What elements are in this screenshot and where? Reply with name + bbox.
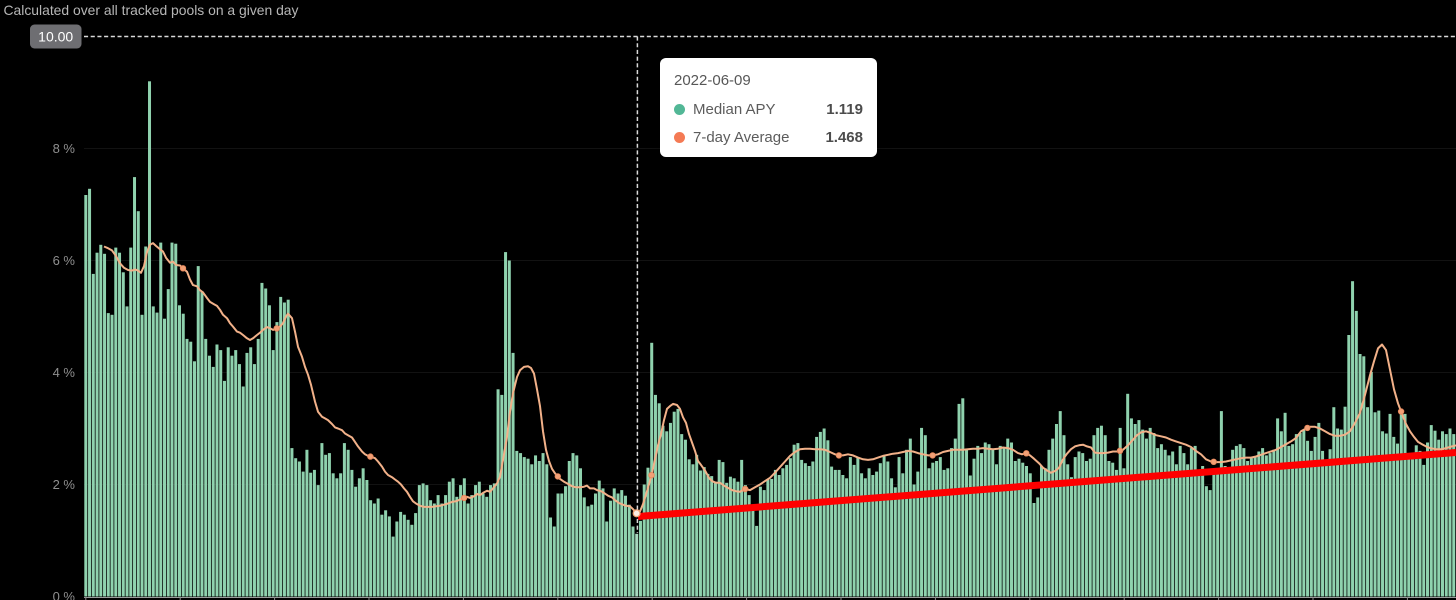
svg-text:10.00: 10.00 (38, 29, 73, 45)
svg-text:6 %: 6 % (53, 253, 76, 268)
svg-text:8 %: 8 % (53, 141, 76, 156)
svg-text:2 %: 2 % (53, 477, 76, 492)
svg-text:0 %: 0 % (53, 589, 76, 600)
svg-text:Calculated over all tracked po: Calculated over all tracked pools on a g… (4, 2, 299, 18)
svg-text:4 %: 4 % (53, 365, 76, 380)
